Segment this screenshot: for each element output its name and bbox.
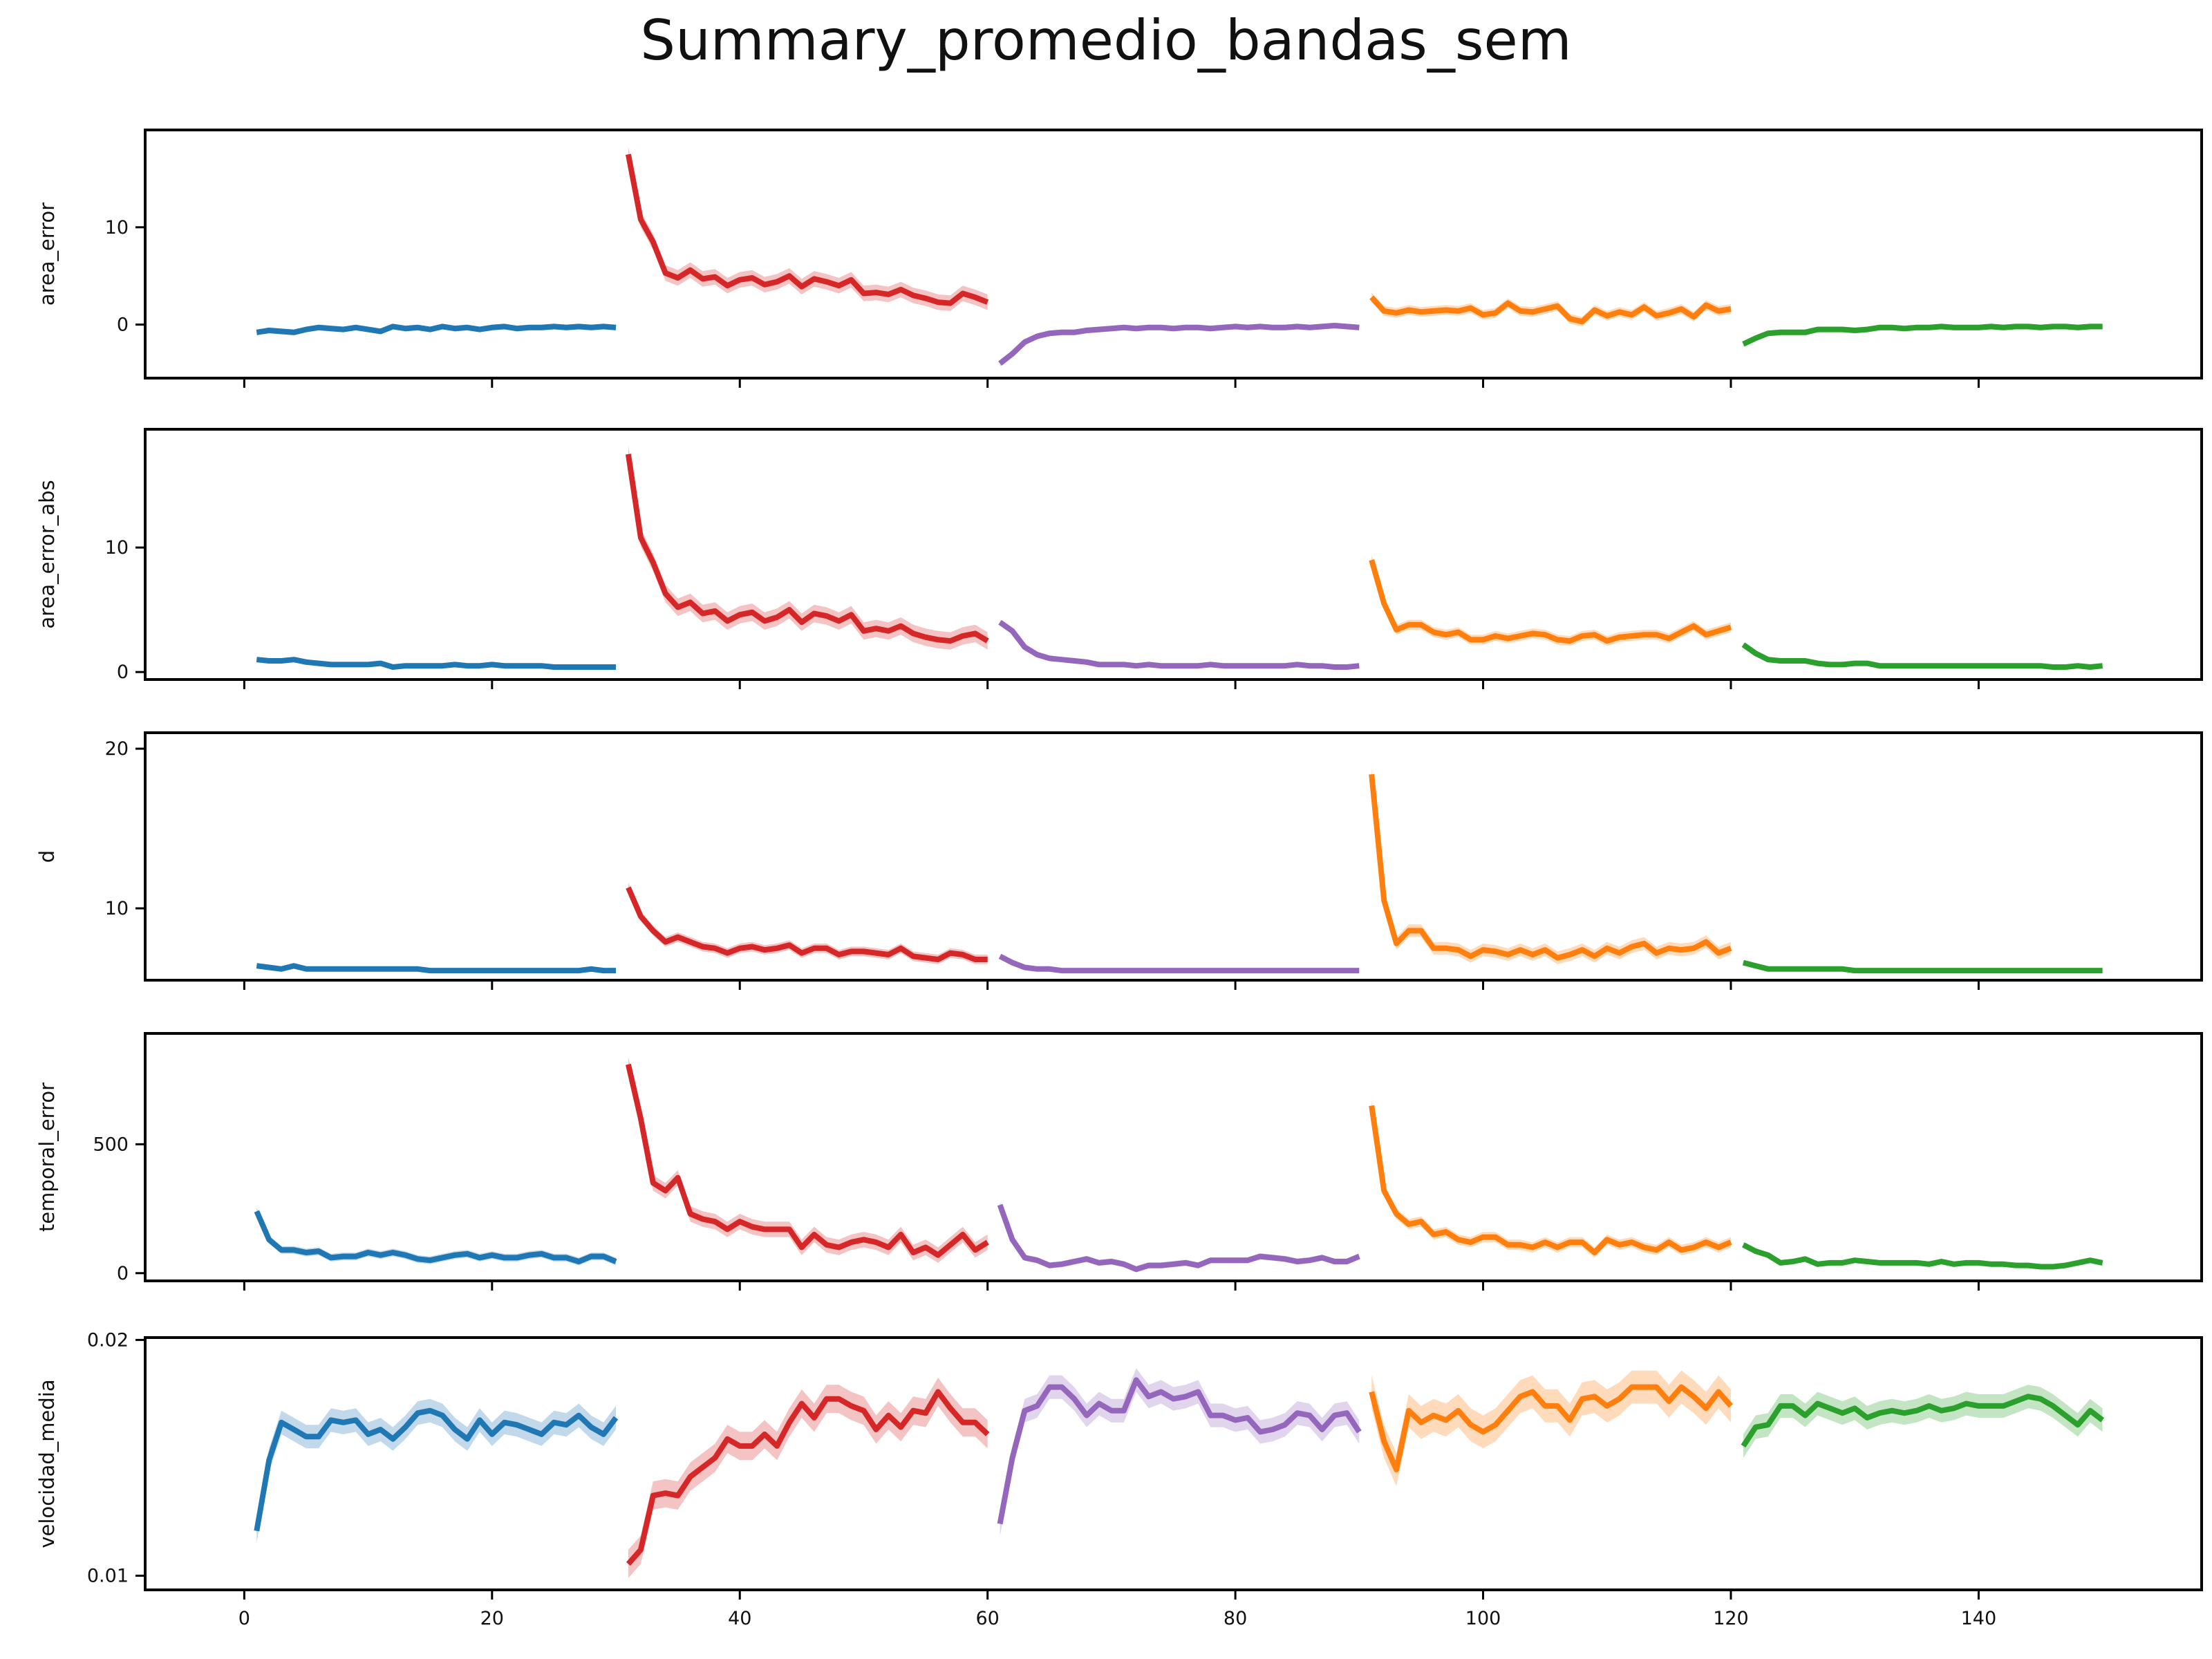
sem-band-segment-3 (1000, 619, 1360, 670)
series-line-segment-4 (1369, 559, 1732, 644)
x-tick-label: 60 (975, 1608, 999, 1629)
y-axis-label: area_error_abs (35, 480, 59, 628)
series-line-segment-1 (256, 963, 616, 974)
x-tick-label: 40 (728, 1608, 751, 1629)
y-tick-label: 0 (117, 662, 129, 683)
series-group (256, 767, 2103, 974)
plot-frame (144, 129, 2203, 379)
y-tick-label: 20 (105, 738, 129, 760)
x-tick-label: 80 (1224, 1608, 1247, 1629)
series-line-segment-5 (1742, 1242, 2103, 1270)
plot-frame (144, 1336, 2203, 1591)
y-tick-label: 10 (105, 537, 129, 559)
series-line-segment-1 (254, 1210, 617, 1264)
sem-band-segment-2 (628, 146, 988, 311)
series-line-segment-5 (1742, 324, 2103, 347)
series-line-segment-3 (998, 619, 1360, 670)
series-line-segment-2 (625, 153, 989, 306)
y-tick-label: 10 (105, 217, 129, 238)
series-line-segment-5 (1742, 959, 2103, 974)
plot-frame (144, 1032, 2203, 1282)
y-tick-label: 0 (117, 1263, 129, 1284)
y-axis-label: velocidad_media (35, 1379, 59, 1548)
series-line-segment-3 (998, 323, 1360, 366)
y-tick-label: 500 (93, 1134, 129, 1155)
series-line-segment-5 (1741, 642, 2103, 670)
sem-band-segment-3 (1000, 1368, 1360, 1536)
plot-frame (144, 731, 2203, 982)
series-line-segment-2 (625, 453, 989, 644)
y-tick-label: 0 (117, 315, 129, 336)
y-tick-label: 10 (105, 898, 129, 919)
sem-band-segment-1 (256, 1398, 616, 1543)
sem-band-segment-5 (1743, 1385, 2103, 1458)
series-line-segment-2 (626, 1063, 989, 1258)
series-line-segment-3 (997, 1377, 1362, 1525)
x-tick-label: 100 (1465, 1608, 1501, 1629)
plot-frame (144, 428, 2203, 681)
series-line-segment-1 (256, 324, 617, 335)
series-line-segment-1 (256, 657, 616, 670)
sem-band-segment-4 (1371, 1100, 1731, 1258)
x-tick-label: 120 (1713, 1608, 1749, 1629)
panel-area_error_abs: 0 10 area_error_abs (35, 428, 2203, 689)
series-line-segment-4 (1369, 774, 1732, 961)
series-line-segment-3 (997, 1203, 1360, 1273)
series-line-segment-4 (1369, 1105, 1732, 1255)
panel-velocidad_media: 0.01 0.02 velocidad_media 0 20 40 60 80 100 120 14… (35, 1329, 2203, 1629)
sem-band-segment-2 (628, 1056, 988, 1263)
chart-title: Summary_promedio_bandas_sem (640, 8, 1572, 73)
panel-temporal_error: 0 500 temporal_error (35, 1032, 2203, 1291)
series-line-segment-3 (998, 953, 1360, 974)
series-line-segment-5 (1741, 1394, 2105, 1448)
series-line-segment-2 (626, 1389, 990, 1566)
series-group (254, 1368, 2105, 1578)
series-line-segment-2 (626, 886, 988, 962)
series-line-segment-4 (1369, 295, 1732, 325)
series-group (256, 146, 2103, 367)
x-tick-label: 20 (480, 1608, 504, 1629)
series-group (254, 1056, 2103, 1273)
sem-band-segment-4 (1371, 1370, 1731, 1486)
panel-d: 10 20 d (35, 731, 2203, 990)
y-axis-label: area_error (35, 203, 59, 306)
x-tick-label: 140 (1961, 1608, 1997, 1629)
series-line-segment-4 (1369, 1384, 1734, 1472)
y-axis-label: d (35, 850, 59, 863)
series-line-segment-1 (254, 1407, 619, 1532)
y-tick-label: 0.01 (87, 1566, 129, 1587)
y-axis-label: temporal_error (35, 1082, 59, 1232)
y-tick-label: 0.02 (87, 1329, 129, 1351)
series-group (256, 445, 2103, 670)
x-tick-label: 0 (238, 1608, 250, 1629)
panel-area_error: 0 10 area_error (35, 129, 2203, 388)
